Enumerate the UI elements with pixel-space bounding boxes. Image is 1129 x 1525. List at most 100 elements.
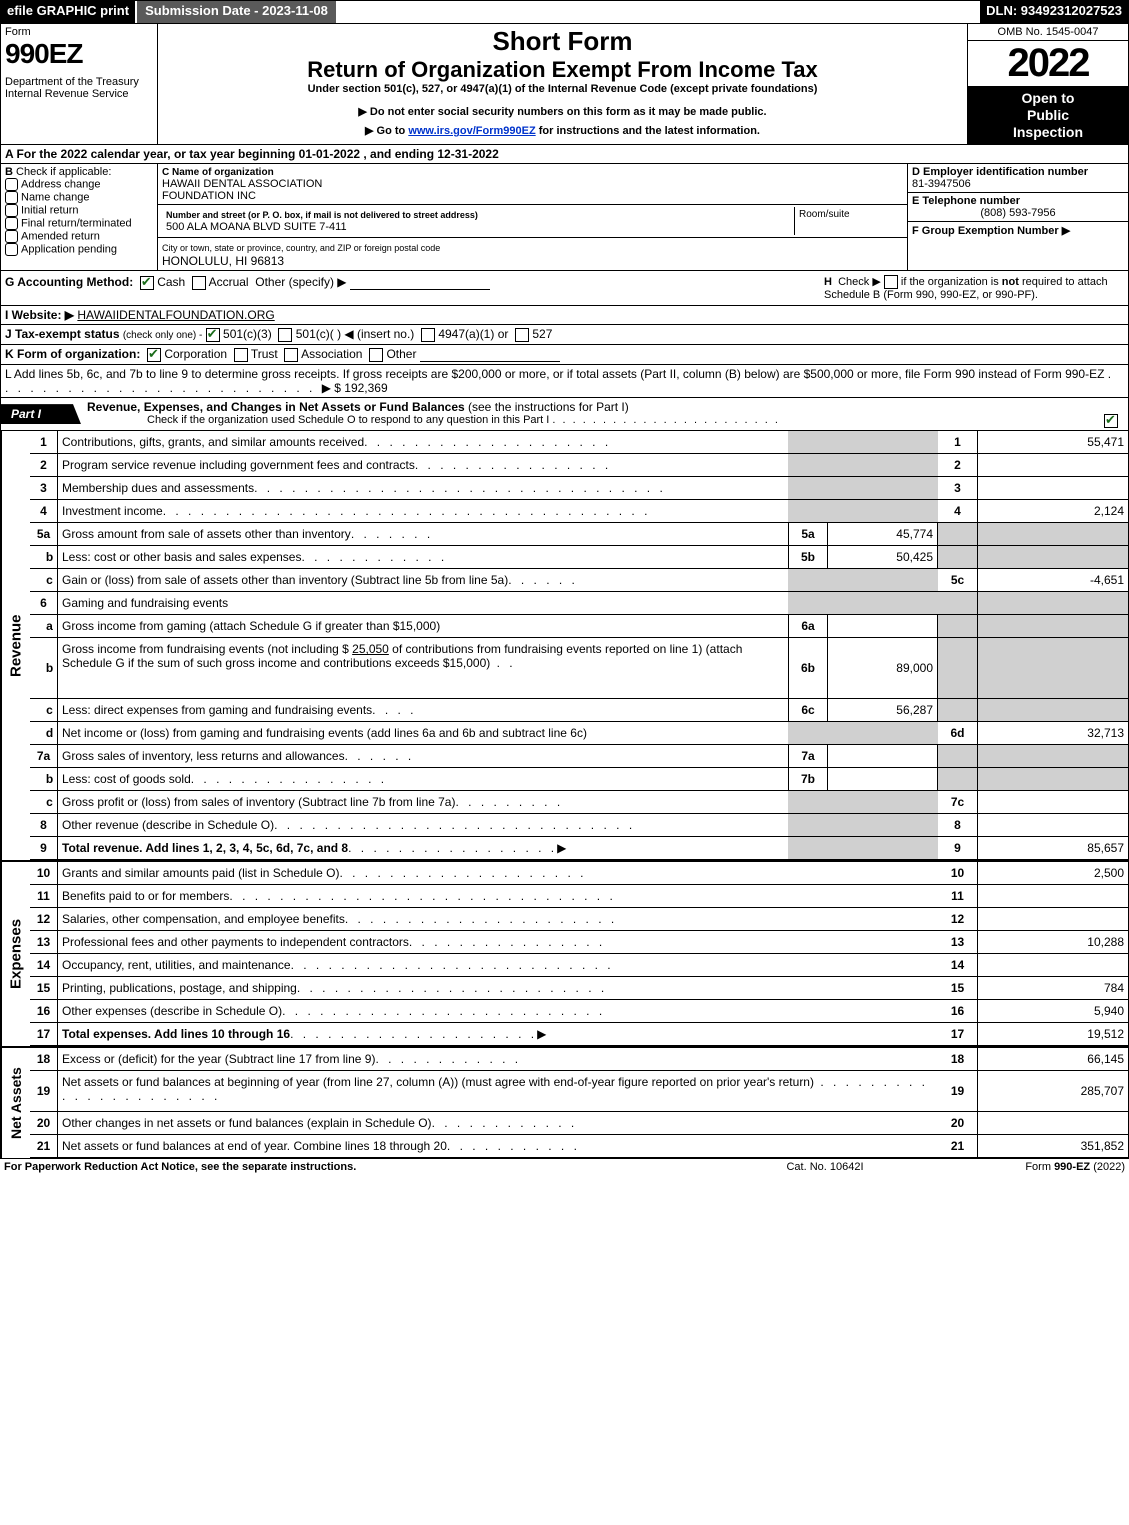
desc-15: Printing, publications, postage, and shi… [58, 977, 938, 999]
amt-6b: 25,050 [352, 642, 389, 656]
line-21: 21 Net assets or fund balances at end of… [30, 1135, 1128, 1158]
in-6b: 6b [788, 638, 828, 698]
num-6: 6 [30, 592, 58, 614]
k-other-blank[interactable] [420, 349, 560, 362]
line-19: 19 Net assets or fund balances at beginn… [30, 1071, 1128, 1112]
other-label: Other (specify) ▶ [255, 275, 346, 289]
val-14 [978, 954, 1128, 976]
out-2: 2 [938, 454, 978, 476]
desc-12: Salaries, other compensation, and employ… [58, 908, 938, 930]
j-501c3: 501(c)(3) [223, 327, 272, 341]
val-6d: 32,713 [978, 722, 1128, 744]
chk-501c[interactable] [278, 328, 292, 342]
desc-4: Investment income . . . . . . . . . . . … [58, 500, 788, 522]
opt-name-change: Name change [21, 192, 90, 204]
chk-cash[interactable] [140, 276, 154, 290]
goto-line: ▶ Go to www.irs.gov/Form990EZ for instru… [162, 124, 963, 137]
in-7b: 7b [788, 768, 828, 790]
chk-527[interactable] [515, 328, 529, 342]
num-6a: a [30, 615, 58, 637]
f-label: F Group Exemption Number ▶ [912, 225, 1070, 237]
l-text: L Add lines 5b, 6c, and 7b to line 9 to … [5, 367, 1104, 381]
opt-address-change: Address change [21, 179, 101, 191]
org-name-1: HAWAII DENTAL ASSOCIATION [162, 178, 322, 190]
num-14: 14 [30, 954, 58, 976]
num-13: 13 [30, 931, 58, 953]
num-7b: b [30, 768, 58, 790]
line-7a: 7a Gross sales of inventory, less return… [30, 745, 1128, 768]
h-label: H [824, 276, 832, 288]
num-19: 19 [30, 1071, 58, 1111]
num-10: 10 [30, 862, 58, 884]
line-18: 18 Excess or (deficit) for the year (Sub… [30, 1048, 1128, 1071]
val-13: 10,288 [978, 931, 1128, 953]
line-5c: c Gain or (loss) from sale of assets oth… [30, 569, 1128, 592]
desc-5b: Less: cost or other basis and sales expe… [58, 546, 788, 568]
inval-7b [828, 768, 938, 790]
irs-link[interactable]: www.irs.gov/Form990EZ [408, 125, 535, 137]
line-9: 9 Total revenue. Add lines 1, 2, 3, 4, 5… [30, 837, 1128, 860]
out-15: 15 [938, 977, 978, 999]
part-1-tab: Part I [1, 404, 81, 424]
inval-6a [828, 615, 938, 637]
chk-other-org[interactable] [369, 348, 383, 362]
efile-print[interactable]: efile GRAPHIC print [1, 1, 135, 23]
out-19: 19 [938, 1071, 978, 1111]
val-16: 5,940 [978, 1000, 1128, 1022]
desc-6a: Gross income from gaming (attach Schedul… [58, 615, 788, 637]
k-trust: Trust [251, 347, 278, 361]
desc-13: Professional fees and other payments to … [58, 931, 938, 953]
chk-corporation[interactable] [147, 348, 161, 362]
part-1-title: Revenue, Expenses, and Changes in Net As… [81, 398, 1128, 430]
desc-2: Program service revenue including govern… [58, 454, 788, 476]
org-name-2: FOUNDATION INC [162, 190, 256, 202]
chk-application-pending[interactable] [5, 243, 18, 256]
line-16: 16 Other expenses (describe in Schedule … [30, 1000, 1128, 1023]
section-d: D Employer identification number 81-3947… [908, 164, 1128, 193]
out-7c: 7c [938, 791, 978, 813]
chk-trust[interactable] [234, 348, 248, 362]
chk-initial-return[interactable] [5, 204, 18, 217]
street-label: Number and street (or P. O. box, if mail… [166, 210, 478, 220]
k-other: Other [386, 347, 416, 361]
num-17: 17 [30, 1023, 58, 1045]
line-14: 14 Occupancy, rent, utilities, and maint… [30, 954, 1128, 977]
chk-address-change[interactable] [5, 178, 18, 191]
val-15: 784 [978, 977, 1128, 999]
c-label: C Name of organization [162, 167, 274, 178]
website-link[interactable]: HAWAIIDENTALFOUNDATION.ORG [77, 308, 274, 322]
chk-4947[interactable] [421, 328, 435, 342]
line-6d: d Net income or (loss) from gaming and f… [30, 722, 1128, 745]
other-blank[interactable] [350, 277, 490, 290]
num-6b: b [30, 638, 58, 698]
val-19: 285,707 [978, 1071, 1128, 1111]
out-12: 12 [938, 908, 978, 930]
chk-schedule-o[interactable] [1104, 414, 1118, 428]
desc-18: Excess or (deficit) for the year (Subtra… [58, 1048, 938, 1070]
street-value: 500 ALA MOANA BLVD SUITE 7-411 [166, 221, 347, 233]
c-city-block: City or town, state or province, country… [158, 238, 907, 270]
chk-final-return[interactable] [5, 217, 18, 230]
line-20: 20 Other changes in net assets or fund b… [30, 1112, 1128, 1135]
h-text2: if the organization is [901, 276, 1002, 288]
chk-accrual[interactable] [192, 276, 206, 290]
in-7a: 7a [788, 745, 828, 767]
ein-value: 81-3947506 [912, 178, 971, 190]
section-c: C Name of organization HAWAII DENTAL ASS… [158, 164, 908, 270]
val-4: 2,124 [978, 500, 1128, 522]
num-18: 18 [30, 1048, 58, 1070]
chk-association[interactable] [284, 348, 298, 362]
chk-name-change[interactable] [5, 191, 18, 204]
out-11: 11 [938, 885, 978, 907]
e-label: E Telephone number [912, 195, 1020, 207]
inval-7a [828, 745, 938, 767]
inval-6b: 89,000 [828, 638, 938, 698]
j-527: 527 [532, 327, 552, 341]
section-e: E Telephone number (808) 593-7956 [908, 193, 1128, 222]
chk-501c3[interactable] [206, 328, 220, 342]
num-21: 21 [30, 1135, 58, 1157]
chk-schedule-b[interactable] [884, 275, 898, 289]
chk-amended-return[interactable] [5, 230, 18, 243]
out-5c: 5c [938, 569, 978, 591]
desc-9: Total revenue. Add lines 1, 2, 3, 4, 5c,… [58, 837, 788, 859]
